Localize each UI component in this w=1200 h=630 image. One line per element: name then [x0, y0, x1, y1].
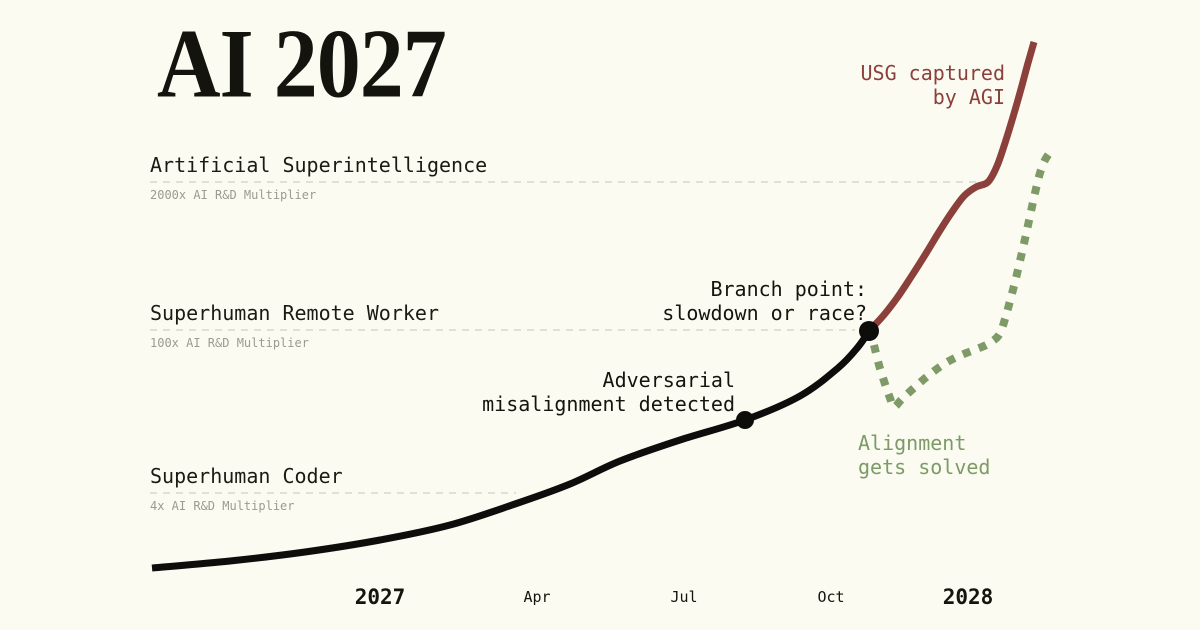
annotation-line: Alignment [858, 431, 967, 455]
milestone-superhuman-coder: Superhuman Coder 4x AI R&D Multiplier [150, 465, 343, 513]
x-tick-apr: Apr [523, 588, 551, 606]
annotation-line: slowdown or race? [662, 301, 867, 325]
milestone-label: Superhuman Coder [150, 464, 343, 488]
annotation-branch: Branch point: slowdown or race? [662, 277, 867, 325]
annotation-line: Adversarial [602, 368, 735, 392]
x-tick-jul: Jul [670, 588, 698, 606]
branch-point-dot [859, 321, 879, 341]
annotation-line: misalignment detected [482, 392, 735, 416]
annotation-line: by AGI [932, 85, 1005, 109]
x-tick-2027: 2027 [354, 585, 406, 609]
annotation-misalignment: Adversarial misalignment detected [482, 368, 735, 416]
misalignment-dot [736, 411, 754, 429]
milestone-superhuman-remote-worker: Superhuman Remote Worker 100x AI R&D Mul… [150, 302, 439, 350]
annotation-usg: USG captured by AGI [861, 61, 1006, 109]
annotation-line: gets solved [858, 455, 991, 479]
page-title: AI 2027 [157, 10, 447, 120]
annotation-line: Branch point: [710, 277, 867, 301]
milestone-label: Artificial Superintelligence [150, 153, 488, 177]
milestone-sublabel: 2000x AI R&D Multiplier [150, 188, 317, 202]
x-tick-oct: Oct [817, 588, 845, 606]
race-branch-curve [866, 41, 1038, 334]
milestone-sublabel: 100x AI R&D Multiplier [150, 336, 309, 350]
milestone-sublabel: 4x AI R&D Multiplier [150, 499, 295, 513]
milestone-label: Superhuman Remote Worker [150, 301, 439, 325]
x-tick-2028: 2028 [942, 585, 994, 609]
capability-curve [151, 329, 872, 572]
annotation-line: USG captured [860, 61, 1006, 85]
annotation-alignment: Alignment gets solved [858, 431, 990, 479]
milestone-artificial-superintelligence: Artificial Superintelligence 2000x AI R&… [150, 154, 487, 202]
slowdown-branch-curve [870, 148, 1055, 411]
